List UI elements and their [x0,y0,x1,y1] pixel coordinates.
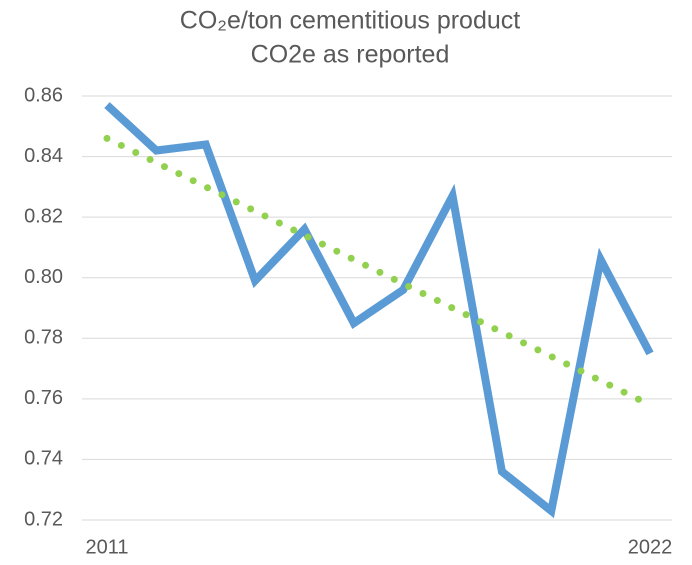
y-tick-label: 0.72 [24,508,63,530]
y-tick-label: 0.78 [24,327,63,349]
data-line [104,102,654,519]
x-tick-label: 2011 [85,536,128,558]
y-tick-label: 0.84 [24,145,63,167]
chart-title: CO₂e/ton cementitious product [180,7,520,35]
x-tick-label: 2022 [628,536,673,558]
y-tick-label: 0.74 [24,448,63,470]
y-tick-label: 0.86 [24,84,63,106]
y-tick-label: 0.82 [24,205,63,227]
chart-subtitle: CO2e as reported [251,41,450,69]
trend-line [103,134,654,409]
y-tick-label: 0.80 [24,266,63,288]
y-tick-label: 0.76 [24,387,63,409]
